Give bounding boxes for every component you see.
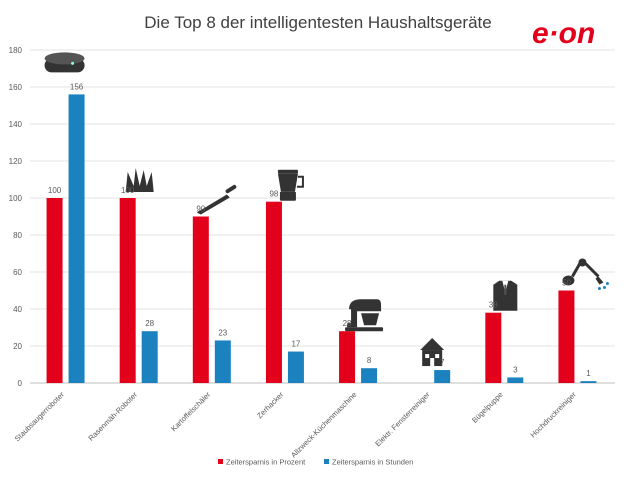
y-tick-label: 40 <box>13 305 22 314</box>
data-label: 28 <box>145 319 154 328</box>
eon-logo: e·on <box>532 17 595 50</box>
stand-mixer-icon <box>345 299 384 332</box>
y-tick-label: 180 <box>9 46 23 55</box>
bars <box>46 94 597 384</box>
legend-label: Zeitersparnis in Stunden <box>332 458 413 467</box>
house-icon <box>420 338 445 367</box>
data-label: 100 <box>121 186 135 195</box>
bar-stunden <box>507 377 524 383</box>
bar-prozent <box>485 312 502 383</box>
data-label: 38 <box>489 301 498 310</box>
x-tick-label: Bügelpuppe <box>470 390 505 425</box>
blender-icon <box>277 169 304 201</box>
x-tick-label: Hochdruckreiniger <box>528 390 578 440</box>
data-label: 7 <box>440 358 445 367</box>
data-label: 3 <box>513 365 518 374</box>
legend-swatch <box>218 459 223 464</box>
x-tick-label: Staubsaugerroboter <box>13 390 67 444</box>
suit-icon <box>493 280 518 311</box>
x-tick-label: Zerhacker <box>255 390 286 421</box>
x-tick-label: Rasenmäh-Roboter <box>86 390 139 443</box>
bar-prozent <box>192 216 209 383</box>
data-label: 1 <box>586 369 591 378</box>
legend: Zeitersparnis in Prozent Zeitersparnis in… <box>218 458 413 467</box>
y-tick-label: 140 <box>9 120 23 129</box>
data-label: 156 <box>70 82 84 91</box>
bar-prozent <box>265 201 282 383</box>
bar-stunden <box>434 370 451 383</box>
bar-prozent <box>558 290 575 383</box>
x-axis: Staubsaugerroboter Rasenmäh-Roboter Kartof… <box>13 390 578 460</box>
data-label: 98 <box>269 190 278 199</box>
bar-stunden <box>214 340 231 383</box>
grid <box>30 49 615 384</box>
data-label: 8 <box>367 356 372 365</box>
bar-stunden <box>580 381 597 383</box>
bar-stunden <box>68 94 85 384</box>
data-label: 17 <box>291 340 300 349</box>
y-tick-label: 20 <box>13 342 22 351</box>
legend-label: Zeitersparnis in Prozent <box>226 458 306 467</box>
x-tick-label: Elektr. Fensterreiniger <box>373 390 432 449</box>
data-label: 28 <box>343 319 352 328</box>
category-icons <box>44 52 609 367</box>
bar-stunden <box>141 331 158 383</box>
bar-stunden <box>287 351 304 383</box>
y-tick-label: 60 <box>13 268 22 277</box>
data-label: 50 <box>562 279 571 288</box>
y-tick-label: 120 <box>9 157 23 166</box>
x-tick-label: Allzweck-Küchenmaschine <box>289 390 358 459</box>
y-tick-label: 80 <box>13 231 22 240</box>
peeler-icon <box>196 184 237 215</box>
pressure-washer-icon <box>562 258 609 290</box>
y-tick-label: 100 <box>9 194 23 203</box>
robot-vacuum-icon <box>44 52 85 73</box>
data-label: 90 <box>196 205 205 214</box>
bar-prozent <box>119 198 136 383</box>
legend-swatch <box>324 459 329 464</box>
y-tick-label: 0 <box>18 379 23 388</box>
bar-prozent <box>339 331 356 383</box>
x-tick-label: Kartoffelschäler <box>169 390 212 433</box>
bar-prozent <box>46 198 63 383</box>
grass-icon <box>125 168 154 192</box>
chart-title: Die Top 8 der intelligentesten Haushalts… <box>144 13 491 32</box>
bar-stunden <box>361 368 378 383</box>
y-axis: 0 20 40 60 80 100 120 140 160 180 <box>9 46 23 388</box>
data-labels: 100 156 100 28 90 23 98 17 28 8 7 38 3 50 1 <box>48 82 591 378</box>
y-tick-label: 160 <box>9 83 23 92</box>
data-label: 100 <box>48 186 62 195</box>
data-label: 23 <box>218 328 227 337</box>
